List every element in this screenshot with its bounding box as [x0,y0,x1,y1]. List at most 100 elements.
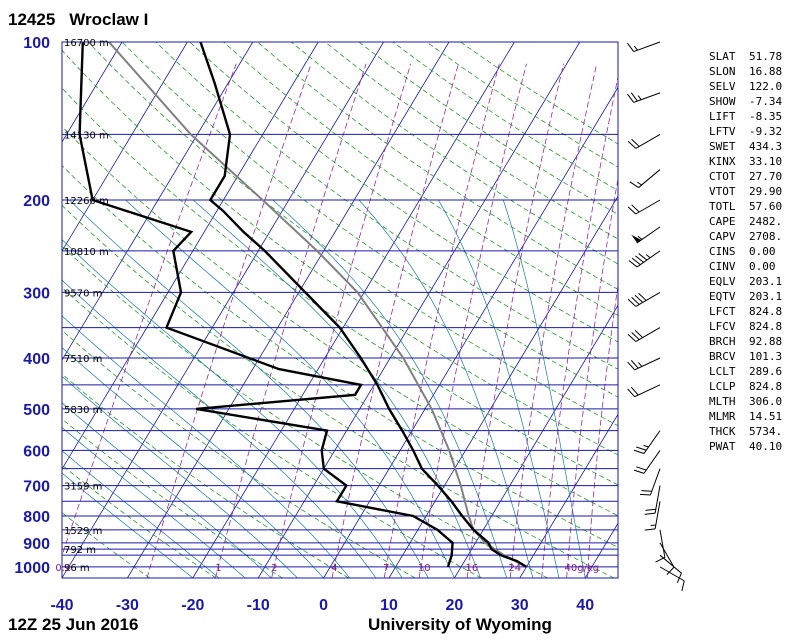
isotherm-line [192,42,515,578]
mixing-ratio-line [271,63,412,578]
dry-adiabat-line [121,42,618,398]
index-label: EQTV [709,290,736,303]
moist-adiabat-line [62,450,220,578]
wind-barb-feather [639,493,651,496]
wind-barb-feather [681,580,685,592]
mixing-ratio-label: 24 [508,563,521,574]
index-label: LFCV [709,320,736,333]
height-label: 16700 m [64,38,109,49]
mixing-ratio-label: 10 [418,563,431,574]
index-label: BRCV [709,350,736,363]
mixing-ratio-label: 16 [466,563,479,574]
dry-adiabat-line [62,464,217,578]
index-value: -7.34 [749,95,782,108]
wind-barb-feather [644,528,656,531]
temperature-profile-line [199,42,528,568]
mixing-ratio-lines [62,63,618,578]
index-value: 203.1 [749,290,782,303]
mixing-ratio-line [418,63,527,578]
index-label: SELV [709,80,736,93]
dry-adiabat-line [62,87,618,486]
wind-barb-feather [666,566,675,576]
wind-barb-feather [627,93,635,103]
index-value: -9.32 [749,125,782,138]
wind-barb-staff [633,41,661,53]
mixing-ratio-label: 4 [331,563,337,574]
mixing-ratio-label: 40g/kg [565,563,600,574]
pressure-axis-labels: 100 200 300 400 500 600 700 800 900 1000 [14,35,50,577]
index-value: 434.3 [749,140,782,153]
wind-barb-feather [630,360,639,369]
wind-barb-staff [643,430,661,454]
wind-barb-half-feather [633,45,638,51]
moist-adiabat-line [62,279,377,578]
wind-barb-half-feather [636,181,642,186]
temperature-axis-labels: -40 -30 -20 -10 0 10 20 30 40 [50,597,594,614]
dewpoint-profile-line [78,42,454,568]
wind-barb-feather [634,330,644,338]
isotherm-line [62,42,254,361]
index-value: 2708. [749,230,782,243]
moist-adiabat-line [125,199,455,578]
wind-barb-staff [633,92,661,103]
wind-barb-feather [630,386,639,396]
index-label: LCLP [709,380,736,393]
wind-barb-feather [627,298,637,307]
wind-barb-staff [635,327,661,343]
wind-barb-feather [631,257,641,266]
index-value: 203.1 [749,275,782,288]
index-value: 51.78 [749,50,782,63]
wind-barb-staff [643,450,661,474]
temperature-tick-label: -10 [247,597,270,614]
wind-barb [627,327,661,343]
wind-barb [639,468,661,496]
mixing-ratio-line [541,75,618,578]
temperature-tick-label: 20 [446,597,464,614]
wind-barb-feather [627,42,635,52]
index-label: MLMR [709,410,736,423]
moist-adiabat-lines [62,199,586,578]
height-label: 7510 m [64,354,102,365]
index-value: 0.00 [749,260,776,273]
height-label: 14130 m [64,130,109,141]
height-label: 12260 m [64,196,109,207]
index-label: PWAT [709,440,736,453]
wind-barb [644,501,661,531]
wind-barb-feather [628,260,638,268]
isotherm-line [62,42,188,252]
index-value: 101.3 [749,350,782,363]
wind-barb-staff [659,542,675,568]
wind-barb-half-feather [637,235,643,240]
wind-barb-half-feather [643,444,649,448]
index-value: 16.88 [749,65,782,78]
pressure-tick-label: 200 [23,193,50,210]
dry-adiabat-line [62,329,416,578]
wind-barb-staff [659,554,682,574]
height-label: 5830 m [64,405,102,416]
pressure-tick-label: 400 [23,351,50,368]
wind-barb-staff [659,529,666,558]
temperature-tick-label: 30 [511,597,529,614]
wind-barb-feather [630,92,638,102]
moist-adiabat-line [62,426,246,578]
index-label: EQLV [709,275,736,288]
index-value: 57.60 [749,200,782,213]
isotherm-line [62,42,123,143]
wind-barb-half-feather [638,362,643,367]
index-label: LCLT [709,365,736,378]
wind-barb-feather [636,446,647,451]
wind-barb-feather [627,140,637,149]
isotherm-line [62,42,384,578]
mixing-ratio-label: 1 [215,563,221,574]
dry-adiabat-line [62,512,150,578]
wind-barb-staff [649,468,661,496]
isotherm-line [323,86,618,578]
index-label: LIFT [709,110,736,123]
temperature-tick-label: -20 [181,597,204,614]
moist-adiabat-line [62,315,351,578]
wind-barb-feather [641,490,652,492]
mixing-ratio-line [331,63,459,578]
wind-barb [629,169,661,188]
dry-adiabat-line [62,287,482,578]
